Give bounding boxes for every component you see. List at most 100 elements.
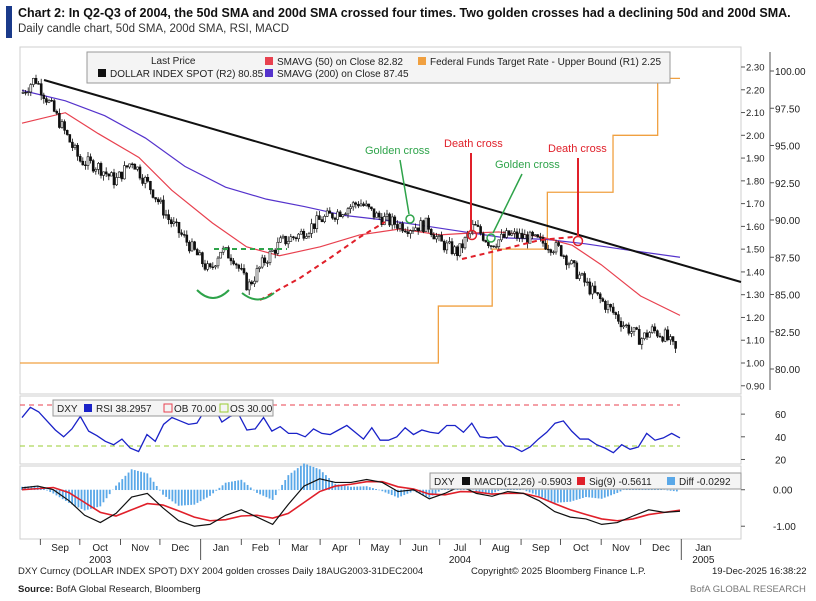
macd-hist-bar xyxy=(353,486,356,491)
candle-body xyxy=(86,156,90,166)
candle-body xyxy=(539,236,542,239)
candle-body xyxy=(588,281,592,295)
candle-body xyxy=(172,221,176,224)
candle-body xyxy=(409,230,412,234)
x-month-label: Mar xyxy=(291,543,309,554)
macd-hist-bar xyxy=(478,489,481,493)
candle-body xyxy=(448,241,451,244)
candle-body xyxy=(133,163,137,170)
candle-body xyxy=(557,242,560,246)
r1-tick-label: 2.30 xyxy=(746,63,765,74)
candle-body xyxy=(396,224,399,229)
macd-hist-bar xyxy=(572,489,575,501)
rsi-legend: DXY RSI 38.2957 OB 70.00 OS 30.00 xyxy=(52,399,274,417)
macd-signal-line xyxy=(21,480,681,522)
r2-tick-label: 100.00 xyxy=(775,67,806,78)
candle-body xyxy=(414,227,417,231)
macd-hist-bar xyxy=(212,489,215,494)
macd-hist-bar xyxy=(46,489,48,491)
candle-body xyxy=(286,241,290,245)
candle-body xyxy=(284,235,287,245)
candle-body xyxy=(21,92,25,94)
candle-body xyxy=(276,241,280,254)
macd-hist-bar xyxy=(227,482,230,491)
rsi-legend-ob: OB 70.00 xyxy=(174,404,217,415)
candle-body xyxy=(398,223,402,229)
candle-body xyxy=(154,197,157,200)
candle-body xyxy=(24,92,27,94)
r1-tick-label: 1.50 xyxy=(746,245,765,256)
candle-body xyxy=(84,164,87,167)
candle-body xyxy=(528,231,532,244)
macd-hist-bar xyxy=(274,489,277,496)
candle-body xyxy=(315,215,319,229)
candle-body xyxy=(320,219,324,223)
candle-body xyxy=(510,233,514,236)
candle-body xyxy=(604,300,607,310)
macd-hist-bar xyxy=(403,489,406,496)
legend-label-price: DOLLAR INDEX SPOT (R2) 80.85 xyxy=(110,69,264,80)
macd-hist-bar xyxy=(484,489,487,494)
r1-tick-label: 1.60 xyxy=(746,222,765,233)
candle-body xyxy=(65,130,69,135)
candle-body xyxy=(593,285,597,293)
macd-hist-bar xyxy=(575,489,578,500)
candle-body xyxy=(268,250,272,263)
candle-body xyxy=(323,216,326,223)
source-text: BofA Global Research, Bloomberg xyxy=(53,584,201,595)
macd-hist-bar xyxy=(124,475,127,491)
candle-body xyxy=(455,246,459,256)
macd-hist-bar xyxy=(99,489,102,507)
macd-hist-bar xyxy=(205,489,208,498)
macd-line xyxy=(21,478,681,527)
macd-hist-bar xyxy=(290,472,293,491)
macd-hist-bar xyxy=(616,489,619,493)
candle-body xyxy=(372,208,376,218)
candle-body xyxy=(258,266,261,269)
macd-hist-bar xyxy=(585,489,587,498)
macd-hist-bar xyxy=(171,489,174,502)
x-year-label: 2005 xyxy=(692,555,715,566)
candle-body xyxy=(159,199,163,203)
macd-hist-bar xyxy=(24,486,27,491)
candle-body xyxy=(533,234,537,236)
candle-body xyxy=(596,292,599,295)
macd-hist-bar xyxy=(519,489,522,491)
candle-body xyxy=(193,241,196,250)
macd-hist-bar xyxy=(500,489,503,491)
candle-body xyxy=(237,264,241,269)
macd-hist-bar xyxy=(387,489,390,494)
macd-legend-box xyxy=(429,472,742,490)
rsi-line xyxy=(21,405,681,454)
source-line: Source: BofA Global Research, Bloomberg xyxy=(18,584,201,595)
macd-hist-bar xyxy=(362,486,365,491)
candle-body xyxy=(591,285,594,295)
marker-golden-cross-1 xyxy=(405,214,415,224)
macd-hist-bar xyxy=(675,489,678,492)
macd-hist-bar xyxy=(350,486,352,491)
macd-hist-bar xyxy=(52,489,55,494)
candle-body xyxy=(37,83,40,85)
macd-hist-bar xyxy=(534,489,537,495)
candle-body xyxy=(271,249,274,252)
candle-body xyxy=(526,234,529,244)
macd-hist-bar xyxy=(118,482,121,491)
candle-body xyxy=(289,236,293,242)
x-month-label: Nov xyxy=(612,543,630,554)
macd-hist-bar xyxy=(318,469,321,491)
title-accent-bar xyxy=(6,6,12,38)
legend-label-sma50: SMAVG (50) on Close 82.82 xyxy=(277,57,403,68)
candle-body xyxy=(125,165,129,168)
candle-body xyxy=(206,263,209,270)
r2-tick-label: 82.50 xyxy=(775,328,800,339)
candle-body xyxy=(515,231,519,239)
candle-body xyxy=(229,257,233,262)
macd-hist-bar xyxy=(487,489,490,494)
candle-body xyxy=(554,242,558,253)
r1-tick-label: 1.20 xyxy=(746,313,765,324)
macd-hist-bar xyxy=(27,486,30,491)
macd-hist-bar xyxy=(368,487,371,491)
macd-hist-bar xyxy=(140,471,142,491)
candle-body xyxy=(149,181,152,191)
candle-body xyxy=(89,156,92,161)
